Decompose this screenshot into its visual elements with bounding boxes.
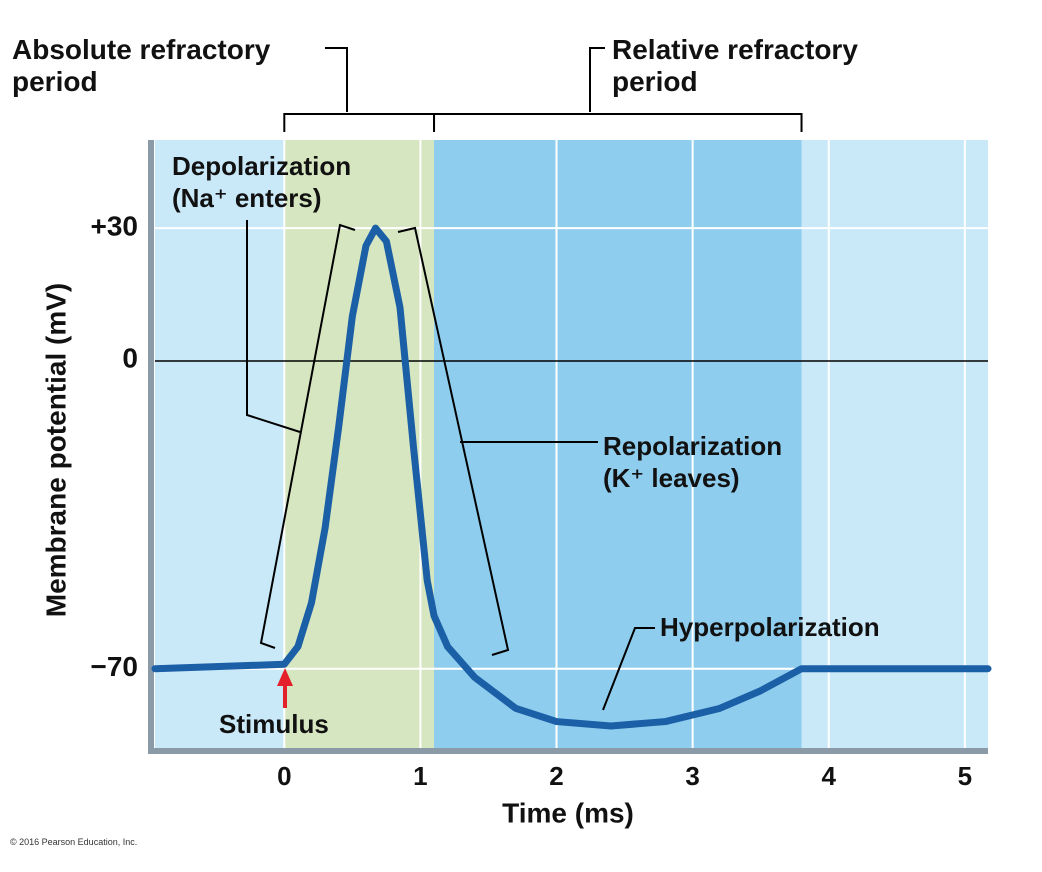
y-tick-label: +30 — [91, 211, 139, 242]
annotation: Hyperpolarization — [660, 612, 880, 642]
dep-bracket — [259, 223, 356, 649]
annotation: Repolarization (K⁺ leaves) — [603, 431, 783, 493]
x-tick-label: 0 — [277, 761, 291, 791]
x-axis-title: Time (ms) — [502, 797, 634, 828]
annotation-lines — [246, 47, 655, 711]
credit: © 2016 Pearson Education, Inc. — [10, 837, 138, 847]
period-label: Relative refractory period — [612, 34, 858, 97]
y-tick-label: 0 — [122, 343, 138, 374]
x-tick-label: 3 — [685, 761, 699, 791]
period-bracket — [433, 113, 803, 132]
period-bracket — [283, 113, 436, 132]
potential-line — [151, 224, 992, 730]
annotation: Stimulus — [219, 709, 329, 739]
x-tick-label: 1 — [413, 761, 427, 791]
y-tick-label: −70 — [91, 651, 139, 682]
x-tick-label: 4 — [822, 761, 837, 791]
period-band — [284, 140, 435, 748]
leader — [589, 47, 605, 112]
leader — [602, 627, 655, 711]
period-band — [434, 140, 802, 748]
rep-bracket — [397, 226, 510, 656]
x-tick-label: 5 — [958, 761, 972, 791]
leader — [325, 47, 348, 112]
x-tick-label: 2 — [549, 761, 563, 791]
stimulus-arrowhead — [277, 668, 293, 686]
y-axis-title: Membrane potential (mV) — [40, 283, 71, 617]
leader — [246, 220, 301, 433]
period-label: Absolute refractory period — [12, 34, 271, 97]
annotation: Depolarization (Na⁺ enters) — [172, 151, 352, 213]
